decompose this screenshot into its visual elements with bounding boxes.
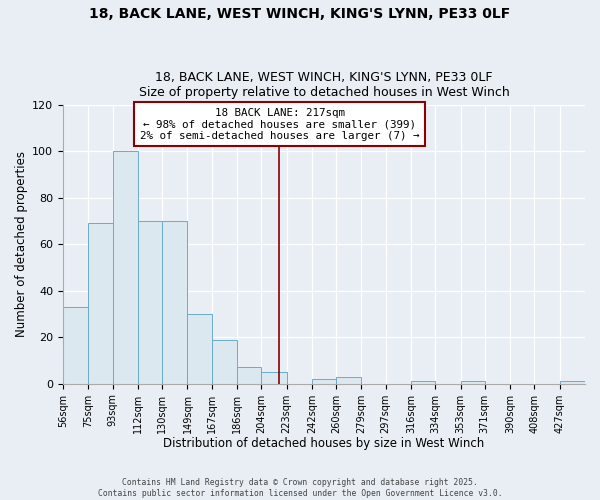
Bar <box>212 340 237 384</box>
Bar <box>560 382 585 384</box>
Bar <box>113 152 138 384</box>
Title: 18, BACK LANE, WEST WINCH, KING'S LYNN, PE33 0LF
Size of property relative to de: 18, BACK LANE, WEST WINCH, KING'S LYNN, … <box>139 72 509 100</box>
Text: 18 BACK LANE: 217sqm
← 98% of detached houses are smaller (399)
2% of semi-detac: 18 BACK LANE: 217sqm ← 98% of detached h… <box>140 108 419 141</box>
Y-axis label: Number of detached properties: Number of detached properties <box>15 152 28 338</box>
Text: Contains HM Land Registry data © Crown copyright and database right 2025.
Contai: Contains HM Land Registry data © Crown c… <box>98 478 502 498</box>
Bar <box>187 314 212 384</box>
Bar <box>138 221 162 384</box>
X-axis label: Distribution of detached houses by size in West Winch: Distribution of detached houses by size … <box>163 437 485 450</box>
Bar <box>461 382 485 384</box>
Bar <box>88 224 113 384</box>
Text: 18, BACK LANE, WEST WINCH, KING'S LYNN, PE33 0LF: 18, BACK LANE, WEST WINCH, KING'S LYNN, … <box>89 8 511 22</box>
Bar <box>237 368 261 384</box>
Bar <box>312 379 336 384</box>
Bar <box>336 377 361 384</box>
Bar <box>411 382 435 384</box>
Bar <box>162 221 187 384</box>
Bar <box>63 307 88 384</box>
Bar <box>261 372 287 384</box>
